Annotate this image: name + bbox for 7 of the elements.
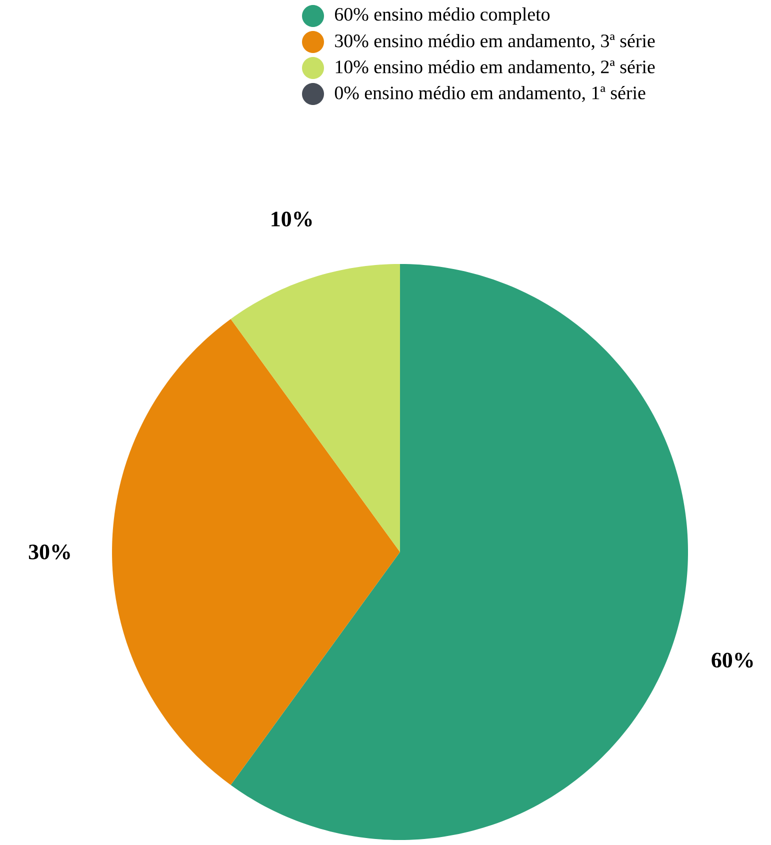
legend-label: 0% ensino médio em andamento, 1ª série bbox=[334, 86, 646, 102]
data-label: 30% bbox=[28, 544, 70, 560]
legend-label: 10% ensino médio em andamento, 2ª série bbox=[336, 60, 655, 76]
legend-label: 30% ensino médio em andamento, 3ª série bbox=[335, 34, 655, 50]
data-label: 60% bbox=[712, 652, 753, 668]
legend-label: 60% ensino médio completo bbox=[335, 7, 550, 25]
data-label: 10% bbox=[272, 212, 312, 227]
